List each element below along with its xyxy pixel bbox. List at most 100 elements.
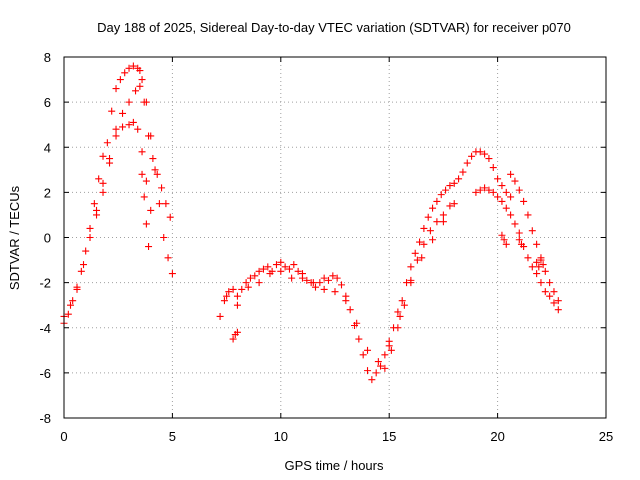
x-tick-label: 10 [274, 429, 288, 444]
data-point [285, 265, 293, 273]
data-point [546, 279, 554, 287]
data-point [498, 197, 506, 205]
data-point [272, 261, 280, 269]
series-track-d [138, 170, 153, 251]
data-point [377, 362, 385, 370]
x-axis-label: GPS time / hours [285, 458, 384, 473]
data-point [233, 301, 241, 309]
y-tick-label: -4 [39, 321, 51, 336]
data-point [528, 227, 536, 235]
data-point [151, 166, 159, 174]
data-point [515, 236, 523, 244]
data-point [311, 283, 319, 291]
data-point [407, 279, 415, 287]
x-tick-label: 5 [169, 429, 176, 444]
data-point [108, 107, 116, 115]
data-point [99, 152, 107, 160]
grid [64, 57, 606, 418]
data-point [103, 139, 111, 147]
data-point [387, 346, 395, 354]
data-point [162, 200, 170, 208]
data-point [145, 243, 153, 251]
data-point [537, 279, 545, 287]
series-track-l [515, 236, 525, 248]
data-point [507, 211, 515, 219]
data-point [546, 292, 554, 300]
data-point [511, 220, 519, 228]
data-point [158, 184, 166, 192]
y-tick-label: 2 [44, 185, 51, 200]
data-point [238, 285, 246, 293]
data-point [359, 351, 367, 359]
data-point [439, 218, 447, 226]
data-point [138, 170, 146, 178]
data-point [355, 335, 363, 343]
data-point [481, 184, 489, 192]
data-point [528, 263, 536, 271]
data-point [138, 76, 146, 84]
x-tick-label: 0 [60, 429, 67, 444]
series-track-i [472, 184, 562, 314]
data-point [246, 274, 254, 282]
data-point [554, 297, 562, 305]
y-axis-label: SDTVAR / TECUs [7, 185, 22, 290]
data-point [255, 279, 263, 287]
data-point [288, 274, 296, 282]
data-point [476, 186, 484, 194]
data-point [374, 358, 382, 366]
data-point [259, 265, 267, 273]
data-point [142, 177, 150, 185]
data-point [533, 258, 541, 266]
data-point [233, 328, 241, 336]
series-track-k [498, 231, 510, 248]
data-point [225, 288, 233, 296]
data-point [372, 369, 380, 377]
data-point [303, 276, 311, 284]
y-tick-label: 0 [44, 231, 51, 246]
series-track-g [229, 328, 241, 343]
data-point [394, 308, 402, 316]
data-point [498, 231, 506, 239]
data-point [255, 267, 263, 275]
data-point [309, 279, 317, 287]
data-point [121, 69, 129, 77]
data-point [112, 85, 120, 93]
data-point [64, 310, 72, 318]
y-tick-label: 6 [44, 95, 51, 110]
data-point [489, 188, 497, 196]
data-point [411, 249, 419, 257]
y-tick-label: 8 [44, 50, 51, 65]
data-point [99, 179, 107, 187]
data-point [140, 193, 148, 201]
data-point [368, 376, 376, 384]
data-point [320, 274, 328, 282]
data-point [290, 261, 298, 269]
data-point [80, 261, 88, 269]
data-point [220, 297, 228, 305]
data-point [494, 175, 502, 183]
data-point [223, 292, 231, 300]
data-point [463, 159, 471, 167]
data-point [324, 276, 332, 284]
data-point [502, 188, 510, 196]
series-track-b [60, 82, 174, 320]
data-point [381, 351, 389, 359]
data-point [398, 297, 406, 305]
data-point [153, 170, 161, 178]
data-point [394, 324, 402, 332]
data-point [468, 152, 476, 160]
series-track-a [60, 62, 176, 327]
data-point [450, 179, 458, 187]
series-track-c [93, 118, 155, 219]
data-point [524, 254, 532, 262]
y-tick-label: -2 [39, 276, 51, 291]
data-point [333, 274, 341, 282]
data-point [433, 218, 441, 226]
data-point [459, 168, 467, 176]
data-point [420, 224, 428, 232]
data-point [515, 229, 523, 237]
x-tick-label: 15 [382, 429, 396, 444]
data-point [119, 109, 127, 117]
data-point [142, 220, 150, 228]
